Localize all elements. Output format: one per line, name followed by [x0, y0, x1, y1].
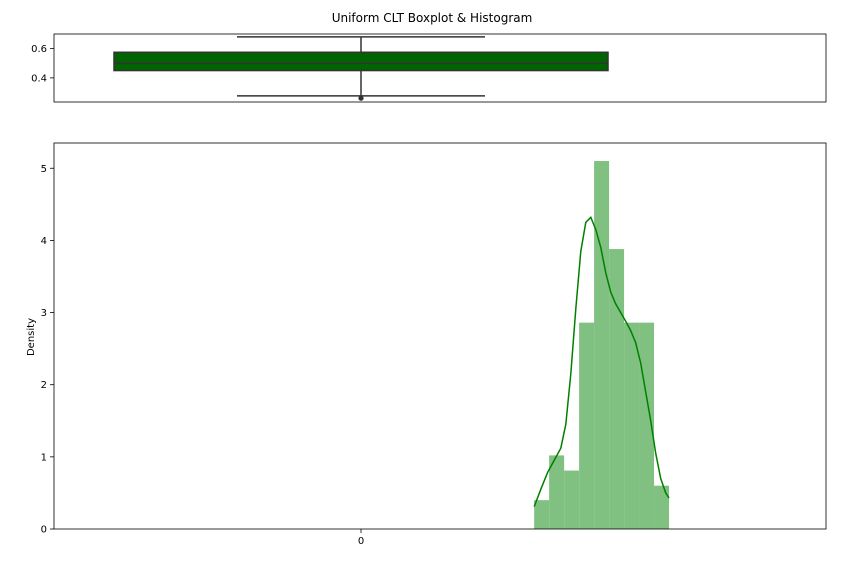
histogram-bar — [579, 322, 595, 529]
outlier-point — [358, 95, 364, 101]
boxplot-y-tick-label: 0.6 — [31, 44, 47, 55]
histogram-bar — [564, 470, 580, 529]
histogram-y-tick-label: 0 — [41, 525, 47, 536]
histogram-bar — [654, 485, 670, 529]
histogram-y-tick-label: 4 — [41, 236, 47, 247]
histogram-y-tick-label: 1 — [41, 452, 47, 463]
boxplot-panel: 0.4 0.6 — [31, 33, 827, 103]
histogram-y-tick-label: 5 — [41, 164, 47, 175]
histogram-y-tick-label: 2 — [41, 380, 47, 391]
histogram-bar — [594, 161, 610, 529]
kde-line — [533, 215, 670, 507]
histogram-bars — [534, 161, 670, 529]
y-axis-label: Density — [26, 318, 37, 356]
histogram-panel: 0 1 2 3 4 5 0 Density — [26, 142, 827, 547]
boxplot-marks — [113, 36, 609, 101]
boxplot-y-tick-label: 0.4 — [31, 73, 47, 84]
histogram-x-axis: 0 — [358, 529, 364, 547]
histogram-y-axis: 0 1 2 3 4 5 — [41, 164, 54, 536]
histogram-x-tick-label: 0 — [358, 536, 364, 547]
boxplot-y-axis: 0.4 0.6 — [31, 44, 54, 84]
histogram-bar — [624, 322, 640, 529]
histogram-y-tick-label: 3 — [41, 308, 47, 319]
histogram-frame — [53, 142, 827, 530]
boxplot-frame — [53, 33, 827, 103]
chart-title: Uniform CLT Boxplot & Histogram — [332, 11, 533, 25]
histogram-bar — [549, 455, 565, 529]
histogram-bar — [609, 249, 625, 529]
interquartile-box — [113, 51, 609, 72]
histogram-bar — [534, 500, 550, 529]
